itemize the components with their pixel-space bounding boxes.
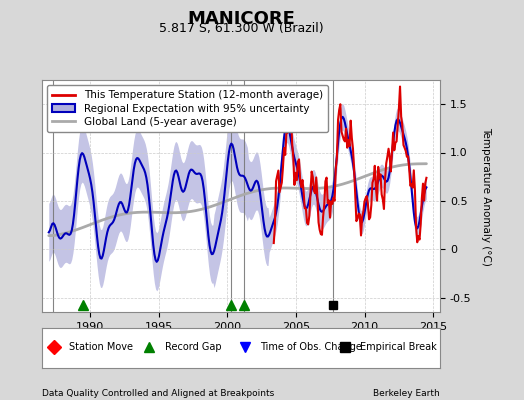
Text: Data Quality Controlled and Aligned at Breakpoints: Data Quality Controlled and Aligned at B… — [42, 389, 274, 398]
Text: Berkeley Earth: Berkeley Earth — [374, 389, 440, 398]
Text: Time of Obs. Change: Time of Obs. Change — [260, 342, 362, 352]
Legend: This Temperature Station (12-month average), Regional Expectation with 95% uncer: This Temperature Station (12-month avera… — [47, 85, 328, 132]
Text: Empirical Break: Empirical Break — [359, 342, 436, 352]
Text: 5.817 S, 61.300 W (Brazil): 5.817 S, 61.300 W (Brazil) — [159, 22, 323, 35]
Text: MANICORE: MANICORE — [187, 10, 295, 28]
Y-axis label: Temperature Anomaly (°C): Temperature Anomaly (°C) — [481, 126, 491, 266]
Text: Record Gap: Record Gap — [165, 342, 221, 352]
Text: Station Move: Station Move — [69, 342, 133, 352]
